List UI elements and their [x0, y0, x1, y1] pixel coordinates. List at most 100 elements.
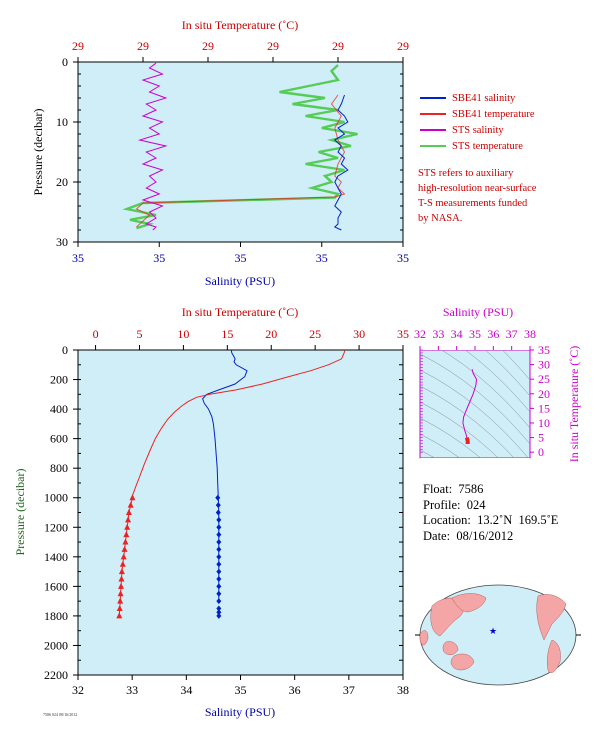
- salinity-marker: [216, 516, 222, 523]
- bottom-x-top-tick-label: 30: [353, 327, 365, 341]
- temperature-marker: [116, 605, 123, 612]
- ts-x-tick-label: 34: [451, 327, 463, 341]
- top-y-tick-label: 20: [56, 175, 68, 189]
- bottom-x-bottom-ticks: 32 33 34 35 36 37 38: [72, 675, 409, 697]
- bottom-temperature-line: [131, 349, 346, 498]
- temperature-marker: [118, 582, 125, 589]
- bottom-y-tick-label: 400: [50, 402, 68, 416]
- map-south-america: [547, 639, 561, 673]
- salinity-marker: [216, 524, 222, 531]
- top-y-ticks: 0 10 20 30: [56, 55, 403, 249]
- top-x-top-tick-label: 29: [202, 39, 214, 53]
- top-x-top-tick-label: 29: [397, 39, 409, 53]
- map-australia: [450, 653, 475, 671]
- bottom-y-tick-label: 1600: [44, 579, 68, 593]
- top-x-bottom-tick-label: 35: [235, 251, 247, 265]
- note-line: T-S measurements funded: [418, 198, 528, 209]
- top-series-line: [137, 62, 168, 231]
- salinity-marker: [215, 502, 221, 509]
- salinity-marker: [216, 568, 222, 575]
- location: Location: 13.2˚N 169.5˚E: [423, 513, 559, 527]
- temperature-marker: [119, 560, 126, 567]
- note-line: high-resolution near-surface: [418, 183, 537, 194]
- ts-y-tick-label: 35: [538, 343, 550, 357]
- ts-y-tick-label: 20: [538, 387, 550, 401]
- top-plot-area: [77, 61, 404, 243]
- temperature-marker: [124, 523, 131, 530]
- legend-label: SBE41 temperature: [452, 108, 535, 120]
- legend-item-sts-salinity: STS salinity: [420, 122, 535, 138]
- map-indonesia: [442, 641, 459, 655]
- bottom-x-top-ticks: 0 5 10 15 20 25 30 35: [93, 327, 409, 350]
- legend-label: SBE41 salinity: [452, 92, 516, 104]
- credit-text: 7586 024 08/16/2012: [43, 712, 78, 717]
- ts-y-tick-label: 0: [538, 445, 544, 459]
- ts-mask-top: [420, 230, 530, 350]
- bottom-x-bottom-tick-label: 37: [343, 683, 355, 697]
- ts-x-label: Salinity (PSU): [443, 305, 513, 319]
- bottom-panel: In situ Temperature (˚C) 0 5 10 15 20 25 30 35 …: [13, 305, 409, 719]
- bottom-x-top-tick-label: 25: [309, 327, 321, 341]
- bottom-x-top-tick-label: 5: [136, 327, 142, 341]
- world-map: ★: [415, 584, 581, 686]
- temperature-marker: [120, 553, 127, 560]
- salinity-marker: [216, 590, 222, 597]
- bottom-x-bottom-tick-label: 33: [126, 683, 138, 697]
- bottom-x-top-label: In situ Temperature (˚C): [182, 305, 299, 319]
- bottom-x-top-tick-label: 0: [93, 327, 99, 341]
- bottom-y-tick-label: 600: [50, 432, 68, 446]
- top-series-line: [135, 94, 346, 228]
- map-land: [419, 593, 567, 673]
- top-x-bottom-tick-label: 35: [72, 251, 84, 265]
- temperature-marker: [117, 590, 124, 597]
- salinity-marker: [216, 539, 222, 546]
- ts-plot-area: [419, 349, 531, 459]
- bottom-series: [116, 349, 346, 619]
- bottom-plot-area: [77, 349, 404, 676]
- ts-deep-curve: [464, 437, 470, 444]
- top-x-top-tick-label: 29: [332, 39, 344, 53]
- legend-label: STS temperature: [452, 140, 523, 152]
- float-id: Float: 7586: [423, 482, 484, 496]
- temperature-marker: [118, 575, 125, 582]
- temperature-marker: [127, 501, 134, 508]
- top-series: [122, 62, 358, 231]
- isopycnal-line: [419, 369, 531, 461]
- bottom-y-tick-label: 0: [62, 343, 68, 357]
- legend-item-sbe41-salinity: SBE41 salinity: [420, 90, 535, 106]
- top-x-bottom-tick-label: 35: [153, 251, 165, 265]
- ts-y-tick-label: 15: [538, 401, 550, 415]
- bottom-x-top-tick-label: 10: [177, 327, 189, 341]
- top-series-line: [333, 94, 349, 231]
- bottom-x-top-tick-label: 35: [397, 327, 409, 341]
- float-location-marker: ★: [489, 626, 497, 636]
- top-x-top-tick-label: 29: [137, 39, 149, 53]
- ts-y-tick-label: 5: [538, 431, 544, 445]
- date: Date: 08/16/2012: [423, 528, 514, 543]
- float-info: Float: 7586 Profile: 024 Location: 13.2˚…: [423, 482, 558, 544]
- map-africa-edge: [419, 630, 429, 646]
- bottom-y-ticks: 0 200 400 600 800 1000 1200 1400 1600 1800 2000 220…: [44, 343, 403, 682]
- salinity-marker: [215, 494, 221, 501]
- bottom-y-tick-label: 1800: [44, 609, 68, 623]
- bottom-y-tick-label: 2200: [44, 668, 68, 682]
- bottom-x-bottom-tick-label: 38: [397, 683, 409, 697]
- salinity-marker: [215, 509, 221, 516]
- bottom-y-tick-label: 2000: [44, 638, 68, 652]
- salinity-marker: [216, 583, 222, 590]
- top-x-bottom-ticks: 35 35 35 35 35: [72, 242, 409, 265]
- map-north-america: [536, 594, 567, 641]
- legend-label: STS salinity: [452, 124, 504, 136]
- bottom-y-tick-label: 1400: [44, 550, 68, 564]
- legend-swatch: [420, 145, 446, 147]
- ts-diagram: Salinity (PSU) 32 33 34 35 36 37 38 0510152025…: [414, 230, 581, 618]
- ts-curve: [462, 369, 478, 442]
- bottom-x-bottom-label: Salinity (PSU): [205, 705, 275, 719]
- legend-swatch: [420, 97, 446, 99]
- map-asia-north: [451, 593, 487, 613]
- bottom-x-bottom-tick-label: 35: [235, 683, 247, 697]
- ts-y-tick-label: 25: [538, 372, 550, 386]
- salinity-marker: [216, 575, 222, 582]
- top-y-label: Pressure (decibar): [31, 109, 45, 196]
